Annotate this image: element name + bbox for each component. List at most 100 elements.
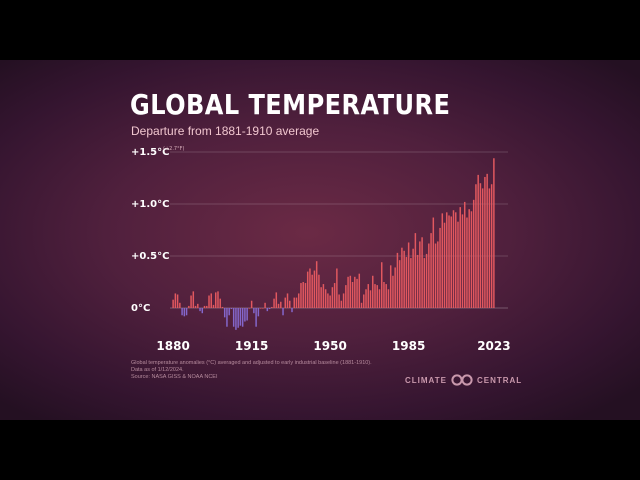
bar-2007 <box>457 221 459 308</box>
bar-1999 <box>439 227 441 308</box>
bar-2009 <box>461 214 464 308</box>
bar-2006 <box>455 212 457 308</box>
bar-2021 <box>488 188 491 308</box>
bar-1954 <box>338 294 340 308</box>
bar-1895 <box>206 305 208 308</box>
bar-1990 <box>419 241 421 308</box>
bar-1977 <box>389 265 392 308</box>
bar-1885 <box>183 308 186 317</box>
bar-1948 <box>324 289 327 308</box>
bar-2017 <box>479 183 482 308</box>
bar-2008 <box>459 207 461 308</box>
bar-1987 <box>412 248 414 308</box>
bar-2002 <box>446 212 448 308</box>
bar-1926 <box>275 292 278 308</box>
bar-1980 <box>396 252 399 308</box>
climate-central-logo-icon <box>451 374 473 386</box>
bar-1928 <box>280 301 282 308</box>
y-tick-label: +1.5°C <box>131 147 169 158</box>
bar-1891 <box>197 303 199 308</box>
bar-1898 <box>212 304 215 308</box>
bar-1899 <box>215 292 217 308</box>
y-tick-label: +0.5°C <box>131 251 169 262</box>
bar-1917 <box>255 308 257 327</box>
bar-1916 <box>253 308 255 314</box>
bar-1911 <box>241 308 244 327</box>
y-tick-label: +1.0°C <box>131 199 169 210</box>
bar-1988 <box>414 233 417 308</box>
bar-1882 <box>176 294 179 308</box>
bar-1996 <box>432 217 435 308</box>
bar-1935 <box>295 297 298 308</box>
bar-1956 <box>342 293 345 308</box>
bar-1985 <box>407 242 410 308</box>
climate-central-logo: CLIMATE CENTRAL <box>405 373 522 387</box>
bar-1894 <box>203 305 206 308</box>
bar-1946 <box>320 287 322 308</box>
x-tick-label: 1950 <box>313 339 346 353</box>
bar-1922 <box>266 308 269 312</box>
footnote-method: Global temperature anomalies (°C) averag… <box>131 360 372 366</box>
bar-1906 <box>230 308 233 310</box>
bar-1992 <box>423 258 426 308</box>
chart-title: GLOBAL TEMPERATURE <box>130 88 451 121</box>
bar-1941 <box>309 268 311 308</box>
bar-1984 <box>405 257 408 308</box>
footnote-source: Source: NASA GISS & NOAA NCEI <box>131 374 218 380</box>
bars <box>172 158 495 330</box>
bar-1897 <box>210 293 212 308</box>
bar-1968 <box>369 290 372 308</box>
bar-2010 <box>463 201 466 308</box>
bar-1930 <box>284 297 287 308</box>
chart-subtitle: Departure from 1881-1910 average <box>131 124 320 138</box>
bar-1904 <box>226 308 228 327</box>
bar-1943 <box>313 270 316 308</box>
bar-2015 <box>475 184 477 308</box>
bar-1951 <box>331 287 334 308</box>
bar-1965 <box>363 294 365 308</box>
bar-1986 <box>410 258 412 308</box>
bar-1886 <box>185 308 188 316</box>
bar-2013 <box>470 211 473 308</box>
y-tick-label: 0°C <box>131 303 150 314</box>
bar-1934 <box>293 297 295 308</box>
letterbox-bottom <box>0 420 640 480</box>
y-axis: 0°C +0.5°C +1.0°C +1.5°C(+2.7°F) <box>131 146 184 314</box>
bar-1902 <box>221 306 224 308</box>
bar-1940 <box>306 271 309 308</box>
bar-2016 <box>477 174 479 308</box>
bar-1962 <box>356 278 358 308</box>
bar-1982 <box>401 247 403 308</box>
bar-1939 <box>304 283 307 308</box>
bar-1997 <box>434 243 437 308</box>
bar-1937 <box>300 283 302 308</box>
bar-2014 <box>472 199 475 308</box>
bar-1915 <box>250 300 253 308</box>
bar-1991 <box>421 237 423 308</box>
bar-1963 <box>358 273 361 308</box>
bar-1961 <box>354 276 356 308</box>
bar-1910 <box>239 308 242 326</box>
bar-1983 <box>403 250 405 308</box>
bar-1936 <box>297 293 300 308</box>
temperature-bar-chart: 0°C +0.5°C +1.0°C +1.5°C(+2.7°F) 1880 1915 19… <box>131 146 511 353</box>
bar-1912 <box>244 308 246 322</box>
bar-1967 <box>367 284 370 308</box>
bar-1881 <box>174 293 177 308</box>
bar-1923 <box>268 308 271 310</box>
bar-2011 <box>466 217 468 308</box>
bar-1929 <box>282 308 284 316</box>
bar-1958 <box>347 276 349 308</box>
bar-1887 <box>188 305 190 308</box>
bar-2001 <box>443 222 446 308</box>
bar-1909 <box>237 308 239 328</box>
bar-1883 <box>179 302 181 308</box>
bar-1952 <box>333 283 336 308</box>
bar-1931 <box>286 293 289 308</box>
y-tick-sublabel: (+2.7°F) <box>163 146 184 152</box>
bar-1892 <box>199 308 201 312</box>
bar-1957 <box>345 285 347 308</box>
letterbox-top <box>0 0 640 60</box>
bar-1945 <box>318 274 320 308</box>
bar-1964 <box>360 302 363 308</box>
